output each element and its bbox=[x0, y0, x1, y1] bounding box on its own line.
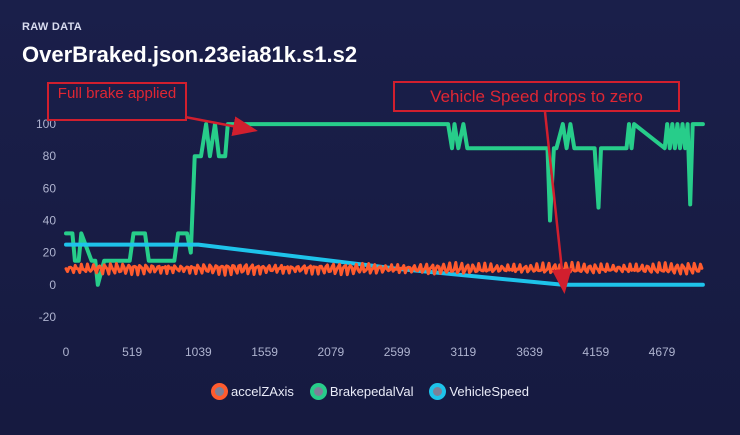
x-tick-label: 1559 bbox=[251, 345, 278, 359]
x-tick-label: 1039 bbox=[185, 345, 212, 359]
series-line-vehiclespeed bbox=[64, 242, 705, 287]
legend-item-brakepedalval[interactable]: BrakepedalVal bbox=[309, 383, 414, 400]
y-tick-label: 20 bbox=[43, 246, 57, 260]
x-tick-label: 4159 bbox=[582, 345, 609, 359]
x-tick-label: 3639 bbox=[516, 345, 543, 359]
annotation-speed-zero: Vehicle Speed drops to zero bbox=[393, 81, 680, 112]
annotation-arrow-speed-zero bbox=[543, 111, 572, 294]
x-tick-label: 3119 bbox=[450, 345, 476, 359]
chart-legend: accelZAxis BrakepedalVal VehicleSpeed bbox=[0, 383, 740, 400]
chart-title: OverBraked.json.23eia81k.s1.s2 bbox=[22, 42, 358, 67]
x-tick-label: 4679 bbox=[649, 345, 676, 359]
legend-swatch-brakepedalval bbox=[309, 383, 327, 400]
y-tick-label: 80 bbox=[43, 149, 57, 163]
x-tick-label: 2599 bbox=[384, 345, 411, 359]
series-line-brakepedalval bbox=[64, 122, 705, 287]
y-tick-label: -20 bbox=[39, 310, 57, 324]
section-label: RAW DATA bbox=[22, 21, 83, 33]
legend-item-vehiclespeed[interactable]: VehicleSpeed bbox=[429, 383, 529, 400]
legend-swatch-vehiclespeed bbox=[429, 383, 447, 400]
annotation-arrow-full-brake bbox=[184, 115, 258, 137]
y-tick-label: 40 bbox=[43, 214, 57, 228]
y-tick-label: 0 bbox=[49, 278, 56, 292]
x-tick-label: 519 bbox=[122, 345, 142, 359]
y-tick-label: 60 bbox=[43, 181, 57, 195]
annotation-full-brake: Full brake applied bbox=[47, 82, 187, 121]
legend-item-accelzaxis[interactable]: accelZAxis bbox=[211, 383, 294, 400]
x-tick-label: 0 bbox=[63, 345, 70, 359]
legend-label-accelzaxis: accelZAxis bbox=[231, 384, 294, 399]
legend-swatch-accelzaxis bbox=[211, 383, 229, 400]
series-line-accelzaxis bbox=[64, 260, 704, 277]
legend-label-brakepedalval: BrakepedalVal bbox=[329, 384, 414, 399]
legend-label-vehiclespeed: VehicleSpeed bbox=[449, 384, 529, 399]
x-tick-label: 2079 bbox=[317, 345, 344, 359]
